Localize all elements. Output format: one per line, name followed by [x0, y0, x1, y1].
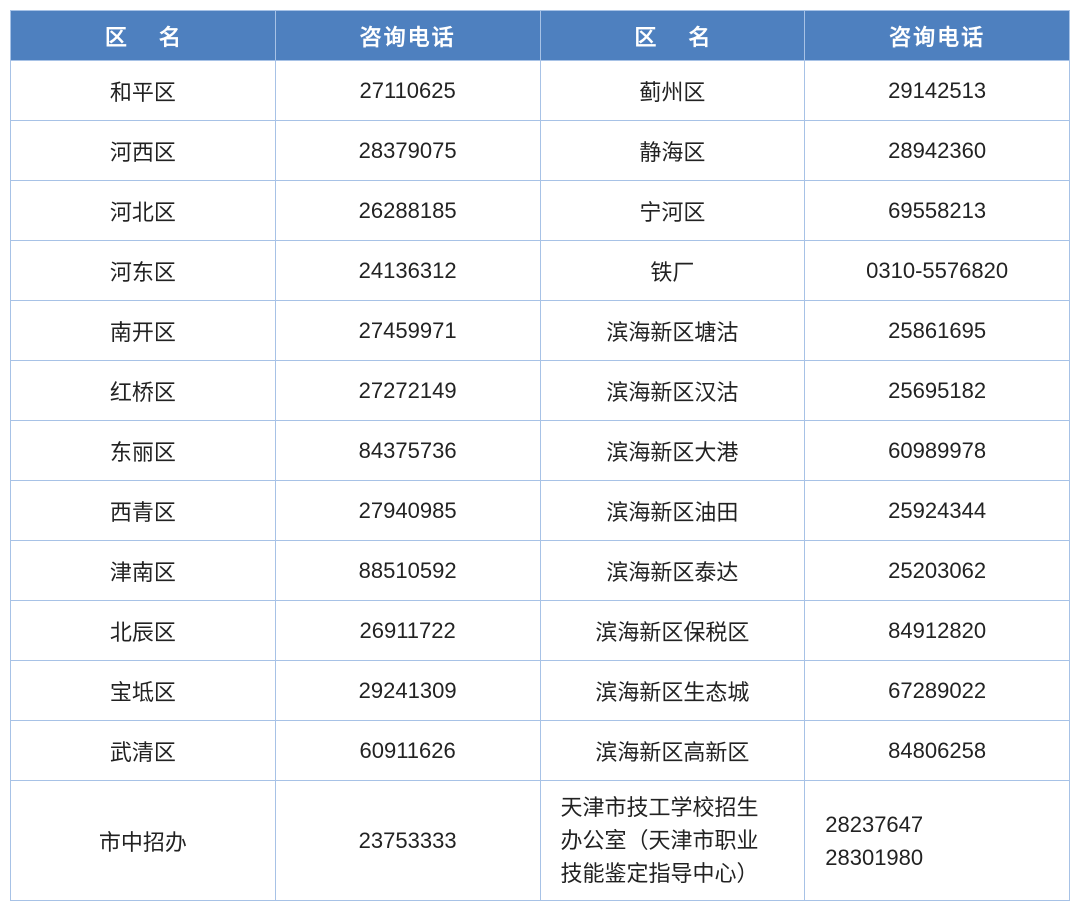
district-cell: 宁河区 [540, 181, 805, 241]
phone-cell: 27940985 [275, 481, 540, 541]
phone-cell: 25695182 [805, 361, 1070, 421]
phone-cell: 25203062 [805, 541, 1070, 601]
district-cell: 滨海新区油田 [540, 481, 805, 541]
district-cell: 蓟州区 [540, 61, 805, 121]
district-cell: 市中招办 [11, 781, 276, 901]
phone-cell: 27459971 [275, 301, 540, 361]
phone-cell: 88510592 [275, 541, 540, 601]
district-cell: 滨海新区高新区 [540, 721, 805, 781]
table-row: 西青区27940985滨海新区油田25924344 [11, 481, 1070, 541]
phone-cell: 28942360 [805, 121, 1070, 181]
phone-cell: 25861695 [805, 301, 1070, 361]
district-cell: 武清区 [11, 721, 276, 781]
table-row: 红桥区27272149滨海新区汉沽25695182 [11, 361, 1070, 421]
col-header-phone-1: 咨询电话 [275, 11, 540, 61]
table-row: 南开区27459971滨海新区塘沽25861695 [11, 301, 1070, 361]
district-cell: 滨海新区泰达 [540, 541, 805, 601]
table-row: 河北区26288185宁河区69558213 [11, 181, 1070, 241]
district-cell: 河北区 [11, 181, 276, 241]
district-phone-table: 区名 咨询电话 区名 咨询电话 和平区27110625蓟州区29142513河西… [10, 10, 1070, 901]
district-cell: 铁厂 [540, 241, 805, 301]
district-cell: 滨海新区汉沽 [540, 361, 805, 421]
phone-cell: 27272149 [275, 361, 540, 421]
phone-cell: 84912820 [805, 601, 1070, 661]
table-row: 宝坻区29241309滨海新区生态城67289022 [11, 661, 1070, 721]
header-row: 区名 咨询电话 区名 咨询电话 [11, 11, 1070, 61]
col-header-district-1: 区名 [11, 11, 276, 61]
district-cell-multiline: 天津市技工学校招生办公室（天津市职业技能鉴定指导中心） [540, 781, 805, 901]
phone-cell: 23753333 [275, 781, 540, 901]
phone-cell: 84375736 [275, 421, 540, 481]
phone-cell-multiline: 2823764728301980 [805, 781, 1070, 901]
phone-cell: 60989978 [805, 421, 1070, 481]
table-row: 和平区27110625蓟州区29142513 [11, 61, 1070, 121]
district-cell: 滨海新区大港 [540, 421, 805, 481]
phone-cell: 0310-5576820 [805, 241, 1070, 301]
district-cell: 静海区 [540, 121, 805, 181]
district-cell: 滨海新区塘沽 [540, 301, 805, 361]
phone-cell: 27110625 [275, 61, 540, 121]
table-row: 北辰区26911722滨海新区保税区84912820 [11, 601, 1070, 661]
col-header-district-2: 区名 [540, 11, 805, 61]
district-cell: 宝坻区 [11, 661, 276, 721]
phone-cell: 24136312 [275, 241, 540, 301]
phone-cell: 26911722 [275, 601, 540, 661]
phone-cell: 29142513 [805, 61, 1070, 121]
district-cell: 和平区 [11, 61, 276, 121]
district-cell: 河东区 [11, 241, 276, 301]
district-cell: 北辰区 [11, 601, 276, 661]
phone-cell: 84806258 [805, 721, 1070, 781]
phone-cell: 25924344 [805, 481, 1070, 541]
phone-cell: 29241309 [275, 661, 540, 721]
table-row: 河西区28379075静海区28942360 [11, 121, 1070, 181]
col-header-phone-2: 咨询电话 [805, 11, 1070, 61]
phone-cell: 28379075 [275, 121, 540, 181]
phone-cell: 26288185 [275, 181, 540, 241]
phone-cell: 60911626 [275, 721, 540, 781]
district-cell: 红桥区 [11, 361, 276, 421]
phone-cell: 69558213 [805, 181, 1070, 241]
phone-cell: 67289022 [805, 661, 1070, 721]
district-cell: 津南区 [11, 541, 276, 601]
table-row-last: 市中招办23753333天津市技工学校招生办公室（天津市职业技能鉴定指导中心）2… [11, 781, 1070, 901]
district-cell: 滨海新区保税区 [540, 601, 805, 661]
district-cell: 滨海新区生态城 [540, 661, 805, 721]
district-cell: 西青区 [11, 481, 276, 541]
table-row: 武清区60911626滨海新区高新区84806258 [11, 721, 1070, 781]
table-row: 津南区88510592滨海新区泰达25203062 [11, 541, 1070, 601]
table-row: 东丽区84375736滨海新区大港60989978 [11, 421, 1070, 481]
district-cell: 河西区 [11, 121, 276, 181]
district-cell: 东丽区 [11, 421, 276, 481]
district-cell: 南开区 [11, 301, 276, 361]
table-row: 河东区24136312铁厂0310-5576820 [11, 241, 1070, 301]
